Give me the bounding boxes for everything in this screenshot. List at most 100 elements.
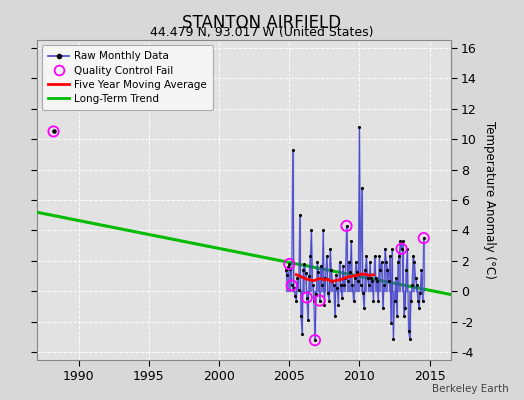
Point <box>315 297 324 304</box>
Point <box>314 268 323 275</box>
Point <box>300 261 309 267</box>
Point <box>391 274 400 281</box>
Point <box>299 267 308 273</box>
Text: Berkeley Earth: Berkeley Earth <box>432 384 508 394</box>
Point <box>380 282 388 288</box>
Point <box>359 290 367 296</box>
Point <box>382 259 390 266</box>
Point <box>319 227 328 234</box>
Point <box>376 267 385 273</box>
Point <box>363 274 372 281</box>
Point <box>339 262 347 269</box>
Point <box>385 278 393 284</box>
Point <box>396 238 405 244</box>
Point <box>383 267 391 273</box>
Point <box>361 267 369 273</box>
Point <box>402 267 410 273</box>
Point <box>405 328 413 334</box>
Point <box>311 337 319 343</box>
Point <box>386 253 394 260</box>
Text: 44.479 N, 93.017 W (United States): 44.479 N, 93.017 W (United States) <box>150 26 374 39</box>
Point <box>379 305 387 311</box>
Point <box>334 302 343 308</box>
Point <box>281 267 290 273</box>
Point <box>336 282 345 288</box>
Point <box>350 297 358 304</box>
Point <box>323 253 331 260</box>
Point <box>297 313 305 319</box>
Point <box>311 337 319 343</box>
Point <box>365 282 373 288</box>
Point <box>407 297 415 304</box>
Point <box>362 253 370 260</box>
Point <box>289 146 297 153</box>
Point <box>330 282 338 288</box>
Y-axis label: Temperature Anomaly (°C): Temperature Anomaly (°C) <box>483 121 496 279</box>
Point <box>397 246 406 252</box>
Point <box>320 302 329 308</box>
Point <box>387 320 395 327</box>
Point <box>318 282 326 288</box>
Point <box>369 297 378 304</box>
Point <box>332 272 340 278</box>
Legend: Raw Monthly Data, Quality Control Fail, Five Year Moving Average, Long-Term Tren: Raw Monthly Data, Quality Control Fail, … <box>42 45 213 110</box>
Point <box>392 313 401 319</box>
Point <box>346 268 354 275</box>
Point <box>282 272 291 278</box>
Text: STANTON AIRFIELD: STANTON AIRFIELD <box>182 14 342 32</box>
Point <box>315 297 324 304</box>
Point <box>412 282 421 288</box>
Point <box>411 274 420 281</box>
Point <box>390 297 399 304</box>
Point <box>301 270 310 276</box>
Point <box>389 336 398 342</box>
Point <box>356 282 365 288</box>
Point <box>370 253 379 260</box>
Point <box>410 259 419 266</box>
Point <box>398 238 407 244</box>
Point <box>347 238 355 244</box>
Point <box>351 274 359 281</box>
Point <box>348 282 357 288</box>
Point <box>418 297 427 304</box>
Point <box>321 274 330 281</box>
Point <box>409 253 417 260</box>
Point <box>337 294 346 301</box>
Point <box>304 317 312 324</box>
Point <box>397 246 406 252</box>
Point <box>286 265 294 272</box>
Point <box>375 253 384 260</box>
Point <box>414 297 422 304</box>
Point <box>373 278 381 284</box>
Point <box>420 235 428 241</box>
Point <box>306 253 314 260</box>
Point <box>420 235 428 241</box>
Point <box>372 274 380 281</box>
Point <box>406 336 414 342</box>
Point <box>342 223 351 229</box>
Point <box>329 278 337 284</box>
Point <box>335 259 344 266</box>
Point <box>341 274 350 281</box>
Point <box>355 124 364 130</box>
Point <box>408 282 416 288</box>
Point <box>342 223 351 229</box>
Point <box>291 293 299 299</box>
Point <box>326 246 334 252</box>
Point <box>366 259 374 266</box>
Point <box>415 305 423 311</box>
Point <box>331 313 339 319</box>
Point <box>353 268 361 275</box>
Point <box>416 290 424 296</box>
Point <box>374 297 383 304</box>
Point <box>288 282 296 288</box>
Point <box>309 282 317 288</box>
Point <box>290 285 298 292</box>
Point <box>395 253 403 260</box>
Point <box>400 313 408 319</box>
Point <box>394 259 402 266</box>
Point <box>388 246 396 252</box>
Point <box>368 278 377 284</box>
Point <box>367 274 375 281</box>
Point <box>296 212 304 218</box>
